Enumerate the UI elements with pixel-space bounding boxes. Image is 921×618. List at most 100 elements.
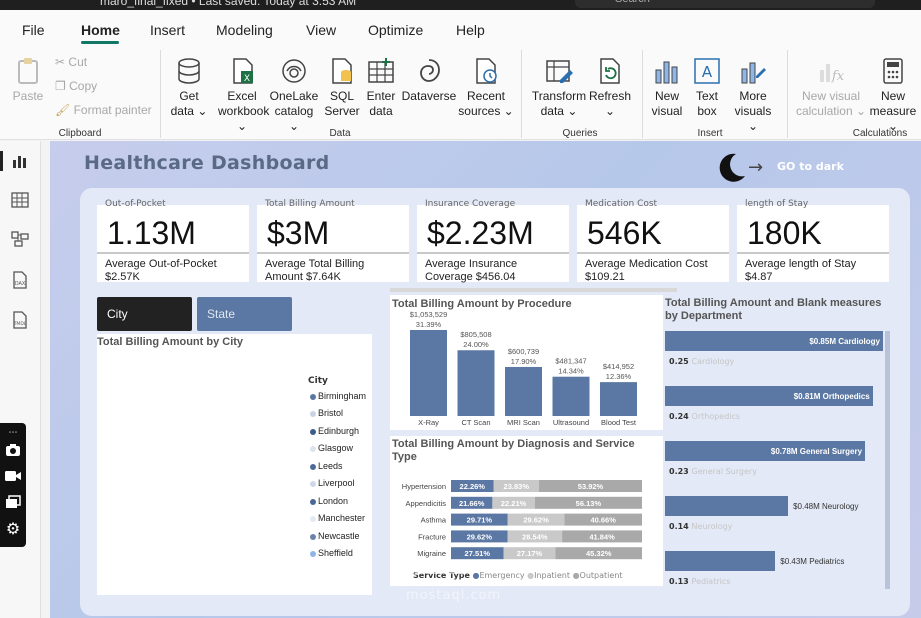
tmdl-view-icon[interactable]: TMDL bbox=[11, 311, 29, 329]
sql-server-button[interactable]: SQL Server bbox=[324, 56, 360, 119]
blank-measure-value: 0.25 bbox=[669, 357, 692, 366]
city-legend-item[interactable]: Leeds bbox=[310, 461, 343, 471]
ribbon: Paste ✂ Cut ❐ Copy 🖌 Format painter Clip… bbox=[0, 44, 921, 140]
tab-optimize[interactable]: Optimize bbox=[368, 22, 424, 38]
table-icon bbox=[368, 58, 394, 83]
state-slicer-button[interactable]: State bbox=[197, 297, 292, 331]
kpi-cut-title: Total Billing Amount bbox=[265, 199, 355, 209]
tab-modeling[interactable]: Modeling bbox=[216, 22, 273, 38]
department-bar[interactable] bbox=[665, 441, 866, 461]
blank-measure-category: Cardiology bbox=[691, 357, 735, 366]
city-legend-label: Bristol bbox=[318, 408, 344, 418]
new-visual-button[interactable]: New visual bbox=[648, 56, 686, 119]
new-visual-calc-label-2: calculation ⌄ bbox=[795, 104, 867, 118]
excel-workbook-button[interactable]: X Excel workbook ⌄ bbox=[218, 56, 269, 134]
legend-dot bbox=[310, 410, 316, 417]
more-visuals-label-1: More bbox=[739, 89, 767, 103]
format-painter-button[interactable]: 🖌 Format painter bbox=[55, 103, 152, 117]
text-box-button[interactable]: A Text box bbox=[690, 56, 724, 119]
enter-data-button[interactable]: Enter data bbox=[364, 56, 398, 119]
cut-button[interactable]: ✂ Cut bbox=[55, 55, 87, 69]
vertical-scrollbar[interactable] bbox=[885, 331, 890, 589]
kpi-card: Medication Cost 546K Average Medication … bbox=[577, 199, 729, 283]
city-legend-item[interactable]: London bbox=[310, 496, 348, 506]
tab-help[interactable]: Help bbox=[456, 22, 485, 38]
city-legend-item[interactable]: Edinburgh bbox=[310, 426, 359, 436]
city-legend-item[interactable]: Manchester bbox=[310, 513, 365, 523]
transform-data-button[interactable]: Transform data ⌄ bbox=[530, 56, 588, 119]
stacked-bar-segment bbox=[564, 513, 642, 526]
stacked-bar-segment bbox=[492, 496, 535, 509]
camera-icon[interactable] bbox=[4, 443, 22, 459]
database-icon bbox=[178, 58, 200, 84]
new-visual-calculation-button[interactable]: fx New visual calculation ⌄ bbox=[795, 56, 867, 119]
legend-label-emergency: Emergency bbox=[479, 571, 525, 580]
report-view-icon[interactable] bbox=[11, 152, 29, 170]
new-measure-button[interactable]: New measure ⌄ bbox=[868, 56, 918, 134]
diagnosis-chart-card: Total Billing Amount by Diagnosis and Se… bbox=[390, 436, 677, 586]
go-to-dark-button[interactable]: GO to dark bbox=[777, 160, 844, 173]
sql-label-1: SQL bbox=[329, 89, 354, 103]
video-camera-icon[interactable] bbox=[4, 469, 22, 485]
dax-query-view-icon[interactable]: DAX bbox=[11, 271, 29, 289]
kpi-label: Average Out-of-Pocket $2.57K bbox=[105, 258, 217, 284]
dataverse-button[interactable]: Dataverse bbox=[401, 56, 457, 104]
department-bar[interactable] bbox=[665, 496, 789, 516]
more-options-icon[interactable]: ⋯ bbox=[8, 428, 18, 438]
tab-insert[interactable]: Insert bbox=[150, 22, 186, 38]
text-box-label-2: box bbox=[697, 104, 717, 118]
kpi-label: Average Insurance Coverage $456.04 bbox=[425, 258, 517, 284]
model-view-icon[interactable] bbox=[11, 230, 29, 248]
onelake-catalog-button[interactable]: OneLake catalog ⌄ bbox=[268, 56, 320, 134]
tab-home[interactable]: Home bbox=[81, 22, 120, 38]
department-chart-card: Total Billing Amount and Blank measures … bbox=[663, 295, 896, 589]
y-axis-tick-label: Migraine bbox=[417, 549, 446, 558]
department-bar[interactable] bbox=[665, 386, 873, 406]
kpi-label-line-1: Average length of Stay bbox=[745, 258, 857, 270]
svg-text:TMDL: TMDL bbox=[13, 321, 27, 327]
horizontal-scrollbar[interactable] bbox=[390, 288, 677, 292]
copy-button[interactable]: ❐ Copy bbox=[55, 79, 97, 93]
bar-value-label: $414,952 bbox=[603, 362, 634, 371]
kpi-cut-title: Medication Cost bbox=[585, 199, 658, 209]
moon-icon[interactable] bbox=[714, 150, 748, 184]
kpi-label-line-1: Average Medication Cost bbox=[585, 258, 708, 270]
paste-icon bbox=[18, 58, 38, 84]
segment-data-label: 53.92% bbox=[578, 482, 604, 491]
more-visuals-icon bbox=[741, 62, 766, 84]
table-view-icon[interactable] bbox=[11, 191, 29, 209]
service-type-legend: Service Type ●Emergency ●Inpatient ●Outp… bbox=[413, 571, 623, 580]
city-legend-item[interactable]: Bristol bbox=[310, 408, 343, 418]
svg-text:fx: fx bbox=[831, 69, 845, 84]
legend-dot bbox=[310, 550, 316, 557]
tab-view[interactable]: View bbox=[306, 22, 337, 38]
legend-dot: ● bbox=[527, 571, 535, 580]
x-axis-tick-label: CT Scan bbox=[461, 418, 490, 427]
procedure-chart-title: Total Billing Amount by Procedure bbox=[392, 298, 572, 310]
city-legend-item[interactable]: Liverpool bbox=[310, 478, 355, 488]
segment-data-label: 22.21% bbox=[501, 499, 527, 508]
city-legend-label: London bbox=[318, 496, 349, 506]
settings-gear-icon[interactable]: ⚙ bbox=[5, 519, 21, 538]
procedure-chart-card: Total Billing Amount by Procedure $1,053… bbox=[390, 295, 677, 430]
city-legend-item[interactable]: Glasgow bbox=[310, 443, 353, 453]
city-legend-item[interactable]: Birmingham bbox=[310, 391, 366, 401]
tab-file[interactable]: File bbox=[22, 22, 45, 38]
refresh-button[interactable]: Refresh ⌄ bbox=[588, 56, 632, 119]
blank-measure-label: 0.23 General Surgery bbox=[669, 467, 757, 476]
screen-capture-icon[interactable] bbox=[4, 495, 22, 511]
department-bar[interactable] bbox=[665, 331, 883, 351]
city-slicer-button[interactable]: City bbox=[97, 297, 192, 331]
department-bar[interactable] bbox=[665, 551, 776, 571]
recent-sources-button[interactable]: Recent sources ⌄ bbox=[458, 56, 514, 119]
more-visuals-button[interactable]: More visuals ⌄ bbox=[728, 56, 778, 134]
city-legend-item[interactable]: Newcastle bbox=[310, 531, 360, 541]
get-data-label-1: Get bbox=[179, 89, 199, 103]
transform-label-2: data ⌄ bbox=[540, 104, 578, 118]
get-data-button[interactable]: Get data ⌄ bbox=[168, 56, 210, 119]
enter-label-1: Enter bbox=[366, 89, 396, 103]
city-legend-item[interactable]: Sheffield bbox=[310, 548, 353, 558]
search-box[interactable]: Search bbox=[575, 0, 875, 8]
legend-dot bbox=[310, 498, 316, 505]
paste-button[interactable]: Paste bbox=[8, 56, 48, 104]
